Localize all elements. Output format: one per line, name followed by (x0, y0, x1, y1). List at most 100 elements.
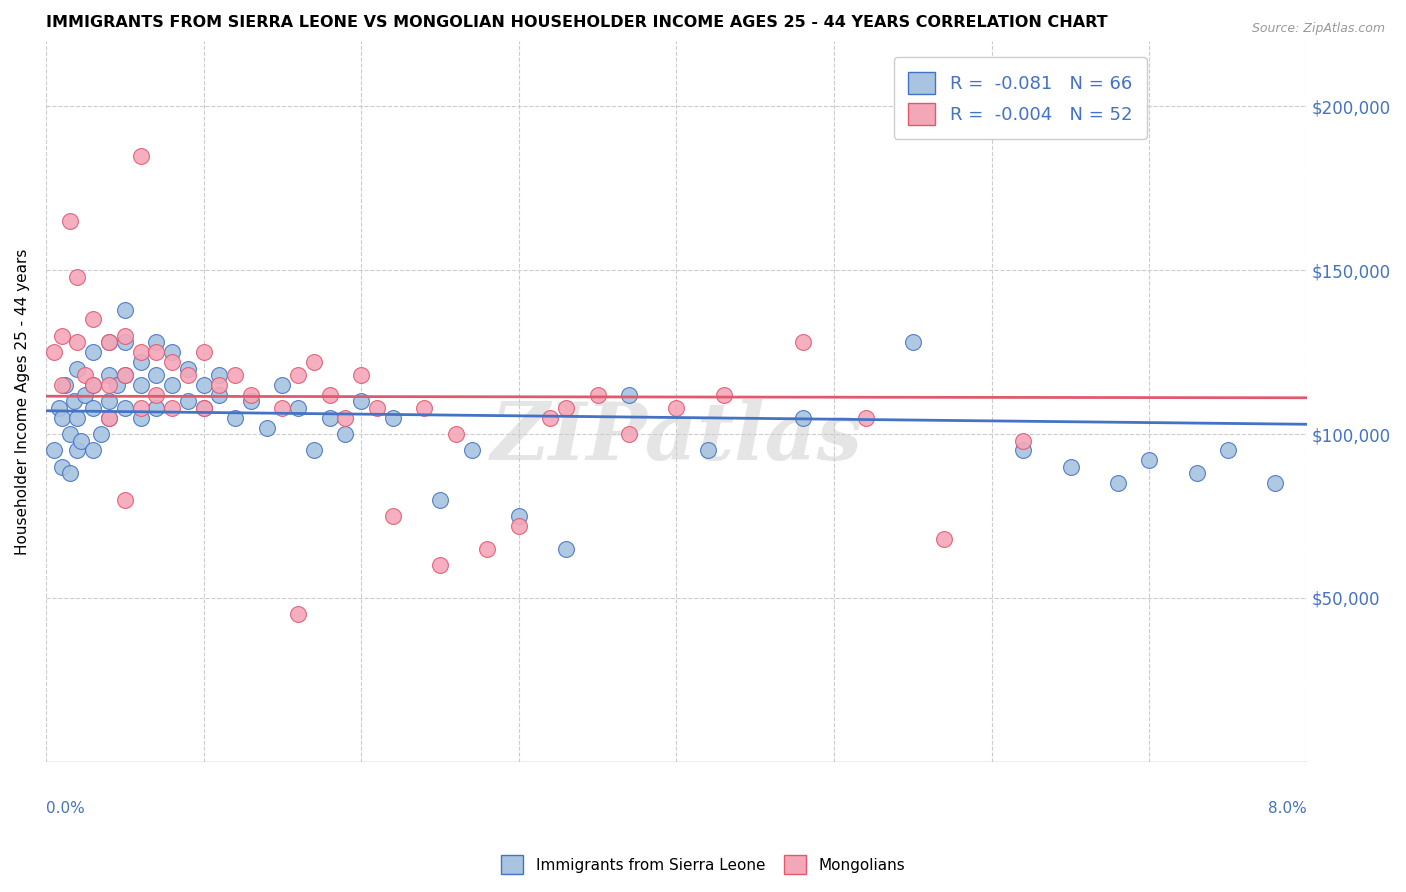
Point (114, 492, 136, 507)
Point (193, 378, 215, 392)
Point (114, 335, 136, 350)
Point (160, 355, 183, 369)
Point (460, 443, 482, 458)
Text: 8.0%: 8.0% (1268, 801, 1308, 816)
Point (619, 388, 641, 402)
Point (69, 434, 91, 448)
Point (145, 335, 167, 350)
Point (792, 410, 814, 425)
Point (934, 532, 956, 546)
Point (98, 410, 121, 425)
Point (63, 394, 86, 409)
Point (98, 335, 121, 350)
Point (619, 427, 641, 442)
Point (350, 394, 373, 409)
Point (335, 410, 357, 425)
Legend: R =  -0.081   N = 66, R =  -0.004   N = 52: R = -0.081 N = 66, R = -0.004 N = 52 (894, 57, 1147, 139)
Point (98, 410, 121, 425)
Point (160, 345, 183, 359)
Point (239, 388, 262, 402)
Point (287, 607, 309, 622)
Legend: Immigrants from Sierra Leone, Mongolians: Immigrants from Sierra Leone, Mongolians (495, 849, 911, 880)
Point (82, 345, 104, 359)
Point (224, 368, 246, 383)
Point (586, 388, 609, 402)
Point (224, 410, 246, 425)
Point (129, 378, 152, 392)
Point (1012, 443, 1035, 458)
Point (413, 401, 436, 415)
Point (114, 401, 136, 415)
Point (145, 401, 167, 415)
Point (82, 378, 104, 392)
Point (98, 394, 121, 409)
Point (90, 427, 112, 442)
Point (51, 410, 73, 425)
Point (160, 401, 183, 415)
Text: ZIPatlas: ZIPatlas (491, 399, 862, 476)
Point (66, 443, 89, 458)
Point (1012, 434, 1035, 448)
Point (59, 427, 82, 442)
Point (1218, 443, 1240, 458)
Point (665, 401, 688, 415)
Point (697, 443, 720, 458)
Point (177, 361, 200, 376)
Point (75, 368, 97, 383)
Point (129, 401, 152, 415)
Point (82, 378, 104, 392)
Point (114, 328, 136, 343)
Point (66, 269, 89, 284)
Point (114, 368, 136, 383)
Point (271, 401, 294, 415)
Y-axis label: Householder Income Ages 25 - 44 years: Householder Income Ages 25 - 44 years (15, 248, 30, 555)
Point (538, 410, 561, 425)
Point (1264, 476, 1286, 491)
Point (193, 401, 215, 415)
Point (75, 388, 97, 402)
Point (302, 355, 325, 369)
Point (82, 401, 104, 415)
Point (1107, 476, 1129, 491)
Point (82, 443, 104, 458)
Point (555, 541, 578, 556)
Point (477, 541, 499, 556)
Point (51, 328, 73, 343)
Point (177, 368, 200, 383)
Point (429, 558, 451, 573)
Point (855, 410, 877, 425)
Point (256, 420, 278, 434)
Point (318, 388, 340, 402)
Point (145, 368, 167, 383)
Point (508, 509, 530, 524)
Point (193, 345, 215, 359)
Point (51, 459, 73, 474)
Text: 0.0%: 0.0% (46, 801, 84, 816)
Point (208, 378, 231, 392)
Point (53, 378, 76, 392)
Point (82, 312, 104, 326)
Point (508, 519, 530, 533)
Point (1185, 467, 1208, 481)
Point (66, 410, 89, 425)
Point (1137, 453, 1160, 467)
Point (208, 368, 231, 383)
Point (145, 345, 167, 359)
Point (792, 335, 814, 350)
Point (302, 443, 325, 458)
Point (901, 335, 924, 350)
Point (444, 427, 467, 442)
Point (129, 410, 152, 425)
Text: IMMIGRANTS FROM SIERRA LEONE VS MONGOLIAN HOUSEHOLDER INCOME AGES 25 - 44 YEARS : IMMIGRANTS FROM SIERRA LEONE VS MONGOLIA… (46, 15, 1108, 30)
Point (555, 401, 578, 415)
Point (335, 427, 357, 442)
Point (98, 378, 121, 392)
Text: Source: ZipAtlas.com: Source: ZipAtlas.com (1251, 22, 1385, 36)
Point (287, 368, 309, 383)
Point (1059, 459, 1081, 474)
Point (271, 378, 294, 392)
Point (98, 335, 121, 350)
Point (59, 467, 82, 481)
Point (129, 345, 152, 359)
Point (129, 148, 152, 162)
